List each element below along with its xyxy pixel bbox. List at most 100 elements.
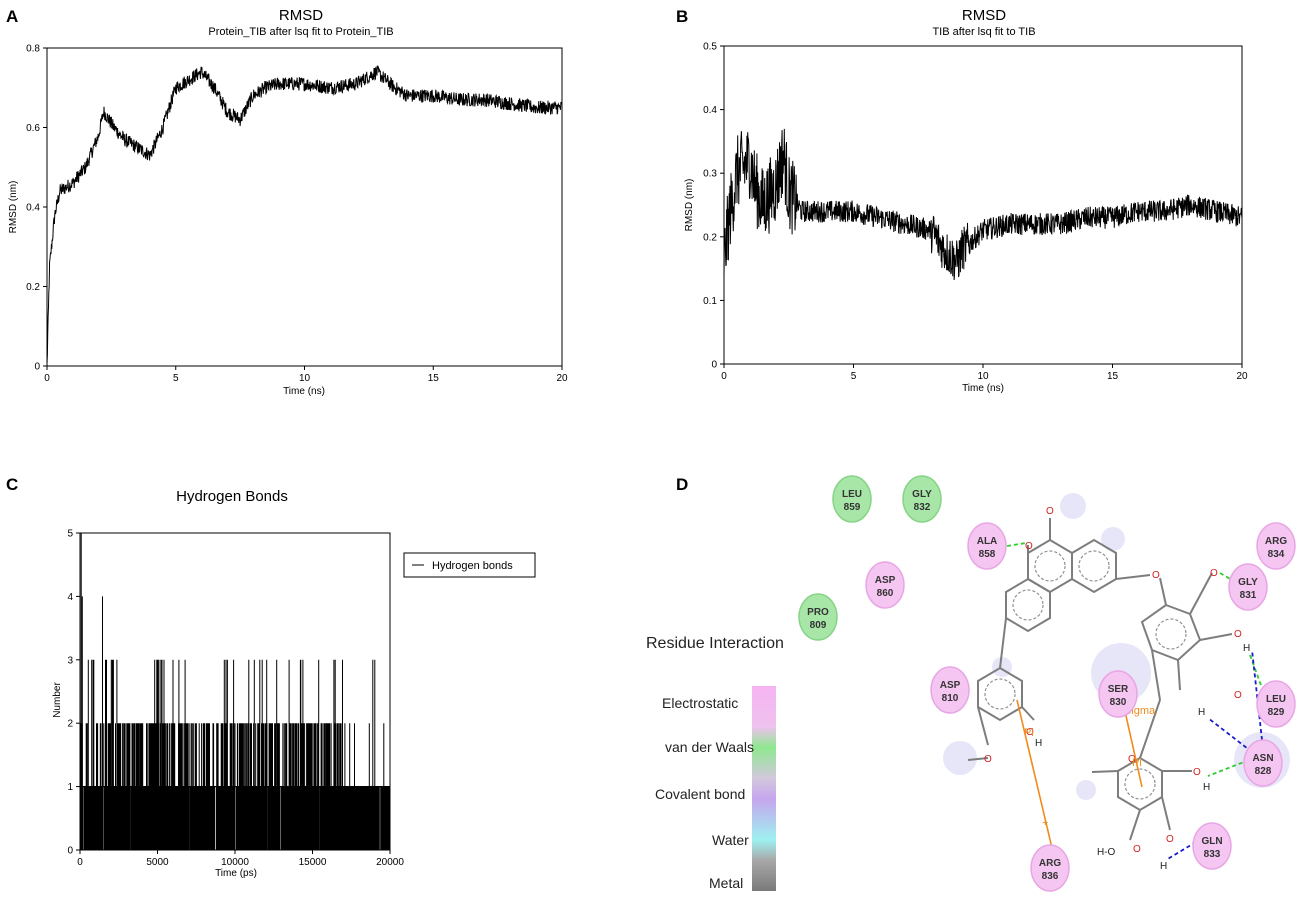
hbond-conventional [1207, 759, 1250, 777]
residue-name: ASP [940, 680, 961, 691]
residue-bubble [1256, 680, 1296, 728]
bond [1021, 706, 1035, 721]
legend-color-bar [752, 686, 776, 891]
residue-asn-828: ASN 828 [1243, 739, 1283, 787]
y-tick-label: 0.4 [703, 105, 717, 116]
atom-o: O [1025, 541, 1033, 552]
panel-b-label: B [676, 7, 688, 26]
panel-c-y-label: Number [52, 682, 63, 718]
bond [1177, 659, 1181, 691]
residue-number: 810 [942, 693, 959, 704]
panel-b-title: RMSD [962, 7, 1006, 24]
atom-o: O [984, 754, 992, 765]
legend-van-der-waals: van der Waals [665, 739, 754, 755]
legend-metal: Metal [709, 875, 743, 891]
panel-b-y-label: RMSD (nm) [684, 179, 695, 232]
y-tick-label: 0 [34, 362, 40, 373]
panel-c-x-label: Time (ps) [215, 868, 257, 879]
atom-ho: H-O [1097, 847, 1116, 858]
hbond-carbon [1251, 649, 1263, 741]
residue-number: 834 [1268, 549, 1285, 560]
bond [1139, 699, 1161, 759]
residue-name: ASN [1252, 753, 1273, 764]
halo [1060, 493, 1086, 519]
residue-bubble [930, 666, 970, 714]
panel-a-x-ticks: 0 5 10 15 20 [44, 366, 568, 384]
atom-h: H [1160, 861, 1167, 872]
panel-d-label: D [676, 475, 688, 494]
residue-number: 830 [1110, 697, 1127, 708]
y-tick-label: 3 [67, 655, 73, 666]
halo [943, 741, 977, 775]
plus-label: + [1042, 817, 1048, 829]
bond [1091, 770, 1119, 773]
residue-bubble [1098, 670, 1138, 718]
aromatic-ring-b [1078, 550, 1110, 582]
panel-a-title: RMSD [279, 7, 323, 24]
bond [1161, 796, 1171, 831]
atom-o: O [1234, 690, 1242, 701]
pi-label: Pi [1024, 727, 1034, 739]
residue-bubble [832, 475, 872, 523]
atom-h: H [1243, 643, 1250, 654]
panel-b-x-label: Time (ns) [962, 383, 1004, 394]
x-tick-label: 5000 [146, 857, 169, 868]
pi-cation-line [1016, 699, 1053, 849]
x-tick-label: 20 [556, 373, 568, 384]
residue-gly-831: GLY 831 [1228, 563, 1268, 611]
residue-ser-830: SER 830 [1098, 670, 1138, 718]
y-tick-label: 1 [67, 782, 73, 793]
bond [1189, 572, 1213, 615]
bond [967, 757, 989, 761]
residue-bubble [967, 522, 1007, 570]
atom-o: O [1152, 570, 1160, 581]
panel-b-rmsd-line [723, 128, 1243, 281]
y-tick-label: 0.8 [26, 44, 40, 55]
residue-number: 833 [1204, 849, 1221, 860]
panel-c-title: Hydrogen Bonds [176, 488, 288, 505]
panel-c-y-ticks: 0 1 2 3 4 5 [67, 529, 80, 857]
panel-a-y-label: RMSD (nm) [8, 181, 19, 234]
residue-bubble [1030, 844, 1070, 892]
bond [977, 706, 989, 746]
ligand-skeleton [967, 518, 1233, 841]
aromatic-ring-phenyl [984, 678, 1016, 710]
x-tick-label: 0 [44, 373, 50, 384]
x-tick-label: 0 [77, 857, 83, 868]
panel-b-y-ticks: 0 0.1 0.2 0.3 0.4 0.5 [703, 42, 724, 371]
y-tick-label: 4 [67, 592, 73, 603]
hbond-conventional [1219, 572, 1233, 581]
hbond-carbon [1165, 841, 1197, 861]
panel-c-x-ticks: 0 5000 10000 15000 20000 [77, 850, 404, 868]
atom-o: O [1046, 506, 1054, 517]
aromatic-ring-sugar-2 [1124, 768, 1156, 800]
y-tick-label: 0.3 [703, 169, 717, 180]
panel-c-legend-box [403, 552, 536, 578]
residue-name: ALA [977, 536, 998, 547]
panel-a-rmsd-line [46, 65, 563, 364]
atom-h: H [1198, 707, 1205, 718]
residue-bubbles: LEU 859 GLY 832 ALA 858 ASP 860 PRO 809 ARG 834 GLY 8… [798, 475, 1296, 892]
residue-bubble [1243, 739, 1283, 787]
residue-name: ARG [1039, 858, 1061, 869]
y-tick-label: 0.2 [703, 232, 717, 243]
hbond-lines [1006, 542, 1263, 861]
residue-name: ARG [1265, 536, 1287, 547]
atom-labels: O O O O O O O O O O O O [984, 506, 1242, 855]
panel-a-plot-frame [46, 47, 563, 367]
y-tick-label: 0.5 [703, 42, 717, 53]
aromatic-ring-a [1034, 550, 1066, 582]
hbond-conventional [1006, 542, 1027, 547]
residue-bubble [1228, 563, 1268, 611]
x-tick-label: 20 [1236, 371, 1248, 382]
halo [1101, 527, 1125, 551]
residue-bubble [902, 475, 942, 523]
atom-o: O [1210, 568, 1218, 579]
atom-o: O [1193, 767, 1201, 778]
y-tick-label: 0.6 [26, 123, 40, 134]
residue-ala-858: ALA 858 [967, 522, 1007, 570]
residue-pro-809: PRO 809 [798, 593, 838, 641]
x-tick-label: 5 [173, 373, 179, 384]
residue-name: LEU [1266, 694, 1286, 705]
residue-name: GLY [1238, 577, 1258, 588]
